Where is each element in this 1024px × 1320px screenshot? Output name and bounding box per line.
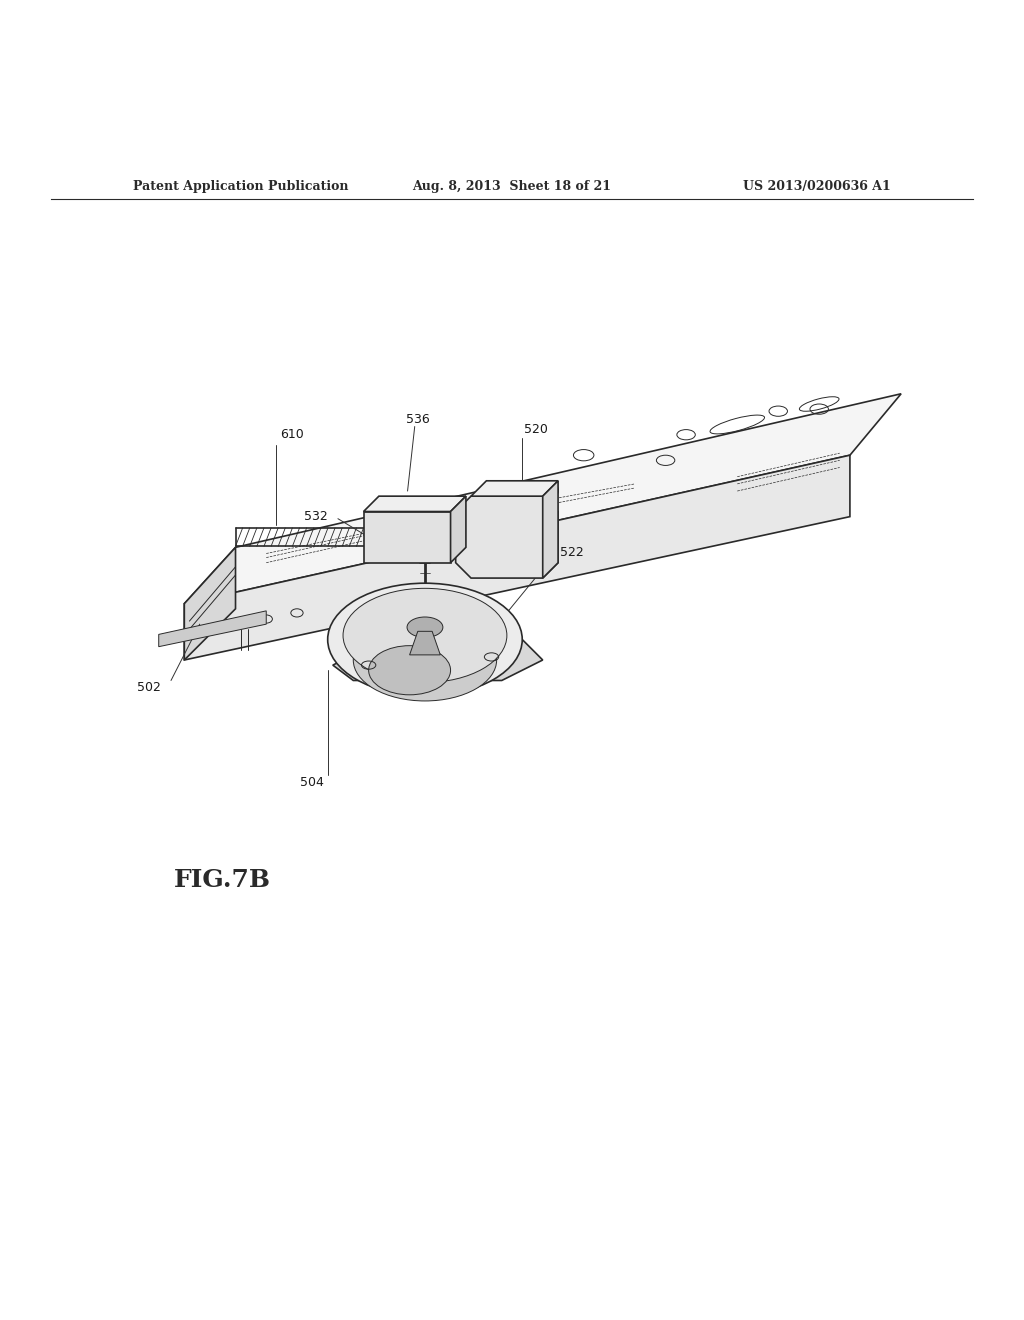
Text: 536: 536 (406, 413, 430, 426)
Text: Patent Application Publication: Patent Application Publication (133, 181, 348, 194)
Ellipse shape (369, 645, 451, 694)
Polygon shape (364, 496, 466, 512)
Text: 526: 526 (438, 628, 463, 642)
Text: 610: 610 (280, 428, 304, 441)
Text: 520: 520 (523, 424, 548, 436)
Ellipse shape (353, 619, 497, 701)
Polygon shape (451, 496, 466, 562)
Polygon shape (184, 548, 236, 660)
Polygon shape (410, 631, 440, 655)
Text: US 2013/0200636 A1: US 2013/0200636 A1 (743, 181, 891, 194)
Text: 502: 502 (136, 681, 161, 694)
Text: 524: 524 (433, 615, 458, 628)
Polygon shape (456, 496, 558, 578)
Text: 532: 532 (303, 510, 328, 523)
Polygon shape (159, 611, 266, 647)
Polygon shape (184, 455, 850, 660)
Text: 528: 528 (411, 610, 435, 623)
Text: FIG.7B: FIG.7B (174, 869, 271, 892)
Ellipse shape (343, 589, 507, 682)
Polygon shape (543, 480, 558, 578)
Ellipse shape (407, 616, 443, 638)
Polygon shape (333, 639, 543, 681)
Polygon shape (184, 393, 901, 603)
Polygon shape (471, 480, 558, 496)
Text: 504: 504 (300, 776, 325, 789)
Ellipse shape (328, 583, 522, 696)
Text: Aug. 8, 2013  Sheet 18 of 21: Aug. 8, 2013 Sheet 18 of 21 (413, 181, 611, 194)
Text: 522: 522 (559, 546, 584, 558)
Text: 530: 530 (536, 484, 560, 498)
Polygon shape (364, 512, 451, 562)
